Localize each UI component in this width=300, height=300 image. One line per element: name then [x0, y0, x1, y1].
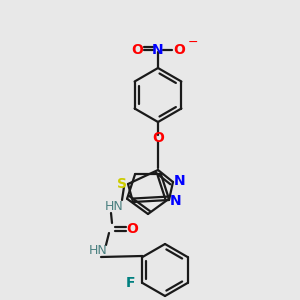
- Text: O: O: [152, 131, 164, 145]
- Text: S: S: [117, 177, 127, 191]
- Text: −: −: [188, 36, 199, 49]
- Text: O: O: [131, 43, 143, 57]
- Text: HN: HN: [88, 244, 107, 256]
- Text: N: N: [170, 194, 182, 208]
- Text: HN: HN: [105, 200, 123, 212]
- Text: O: O: [173, 43, 185, 57]
- Text: N: N: [152, 43, 164, 57]
- Text: F: F: [126, 276, 135, 290]
- Text: O: O: [126, 222, 138, 236]
- Text: N: N: [174, 174, 186, 188]
